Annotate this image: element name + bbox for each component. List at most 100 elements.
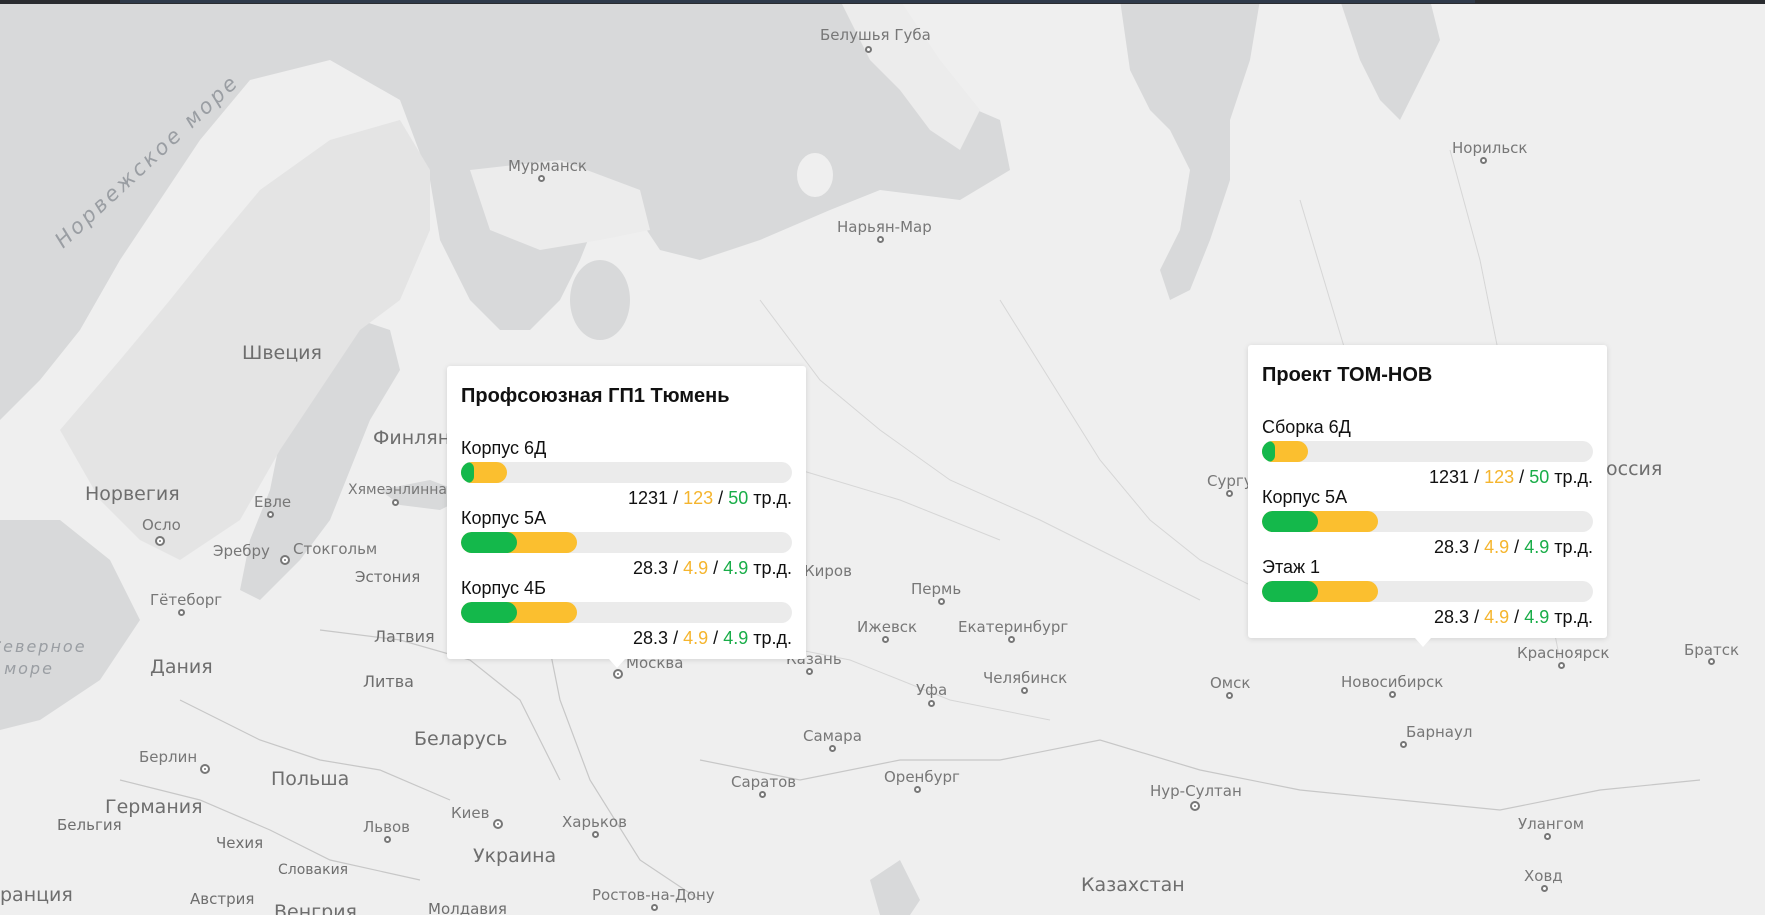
city-marker-lvov bbox=[384, 836, 391, 843]
value-sep: / bbox=[1519, 467, 1525, 487]
sea-label-north: Северное море bbox=[0, 636, 85, 680]
city-label-yevle: Евле bbox=[254, 493, 292, 511]
country-label-ukraine: Украина bbox=[473, 845, 557, 867]
value-sep: / bbox=[718, 488, 724, 508]
popup-title: Профсоюзная ГП1 Тюмень bbox=[461, 385, 730, 407]
value-unit: тр.д. bbox=[1554, 607, 1593, 627]
value-sep: / bbox=[713, 558, 719, 578]
city-marker-oslo bbox=[155, 536, 165, 546]
progress-bar bbox=[1262, 441, 1593, 462]
city-marker-yekaterinburg bbox=[1008, 636, 1015, 643]
city-label-kirov: Киров bbox=[804, 562, 852, 580]
city-marker-khovd bbox=[1541, 885, 1548, 892]
progress-row[interactable]: Корпус 5А 28.3 / 4.9 / 4.9 тр.д. bbox=[1262, 487, 1593, 557]
value-sep: / bbox=[1514, 607, 1520, 627]
popup-title: Проект ТОМ-НОВ bbox=[1262, 364, 1433, 386]
city-label-naryan-mar: Нарьян-Мар bbox=[837, 218, 932, 236]
city-marker-krasnoyarsk bbox=[1558, 662, 1565, 669]
country-label-sweden: Швеция bbox=[242, 342, 322, 364]
progress-bar-green-segment bbox=[1262, 581, 1319, 602]
value-green: 4.9 bbox=[723, 628, 749, 648]
project-popup-tyumen[interactable]: Профсоюзная ГП1 Тюмень Корпус 6Д 1231 / … bbox=[447, 366, 806, 659]
city-label-khovd: Ховд bbox=[1524, 867, 1563, 885]
city-marker-kazan bbox=[806, 668, 813, 675]
row-label: Сборка 6Д bbox=[1262, 417, 1351, 437]
value-total: 28.3 bbox=[1434, 607, 1470, 627]
country-label-finland: Финлянд bbox=[373, 427, 464, 449]
country-label-belarus: Беларусь bbox=[414, 728, 508, 750]
city-label-belushya-guba: Белушья Губа bbox=[820, 26, 931, 44]
progress-row[interactable]: Корпус 5А 28.3 / 4.9 / 4.9 тр.д. bbox=[461, 508, 792, 578]
value-yellow: 4.9 bbox=[683, 628, 709, 648]
value-green: 4.9 bbox=[1524, 607, 1550, 627]
city-marker-bratsk bbox=[1708, 658, 1715, 665]
city-label-oslo: Осло bbox=[142, 516, 181, 534]
row-values: 1231 / 123 / 50 тр.д. bbox=[1429, 467, 1593, 488]
city-label-goteborg: Гётеборг bbox=[150, 591, 223, 609]
city-label-kharkov: Харьков bbox=[562, 813, 627, 831]
city-label-novosibirsk: Новосибирск bbox=[1341, 673, 1444, 691]
country-label-denmark: Дания bbox=[150, 656, 213, 678]
row-values: 1231 / 123 / 50 тр.д. bbox=[628, 488, 792, 509]
value-yellow: 4.9 bbox=[683, 558, 709, 578]
value-sep: / bbox=[673, 488, 679, 508]
city-label-berlin: Берлин bbox=[139, 748, 198, 766]
value-sep: / bbox=[1474, 467, 1480, 487]
city-label-rostov: Ростов-на-Дону bbox=[592, 886, 715, 904]
row-label: Корпус 4Б bbox=[461, 578, 546, 598]
country-label-kazakhstan: Казахстан bbox=[1081, 874, 1185, 896]
city-label-orenburg: Оренбург bbox=[884, 768, 960, 786]
country-label-latvia: Латвия bbox=[374, 627, 435, 646]
city-marker-kiev bbox=[493, 819, 503, 829]
progress-bar-green-segment bbox=[1262, 441, 1276, 462]
value-green: 50 bbox=[1529, 467, 1550, 487]
city-marker-rostov bbox=[651, 904, 658, 911]
country-label-slovakia: Словакия bbox=[278, 862, 349, 878]
value-total: 28.3 bbox=[633, 628, 669, 648]
city-label-chelyabinsk: Челябинск bbox=[983, 669, 1068, 687]
country-label-austria: Австрия bbox=[190, 890, 255, 908]
country-label-russia: оссия bbox=[1606, 458, 1663, 480]
progress-bar-green-segment bbox=[461, 462, 475, 483]
city-marker-belushya-guba bbox=[865, 46, 872, 53]
value-total: 1231 bbox=[1429, 467, 1470, 487]
progress-bar bbox=[461, 532, 792, 553]
city-label-ulangom: Улангом bbox=[1518, 815, 1585, 833]
country-label-norway: Норвегия bbox=[85, 483, 180, 505]
value-sep: / bbox=[673, 628, 679, 648]
country-label-germany: Германия bbox=[105, 796, 203, 818]
city-marker-omsk bbox=[1226, 692, 1233, 699]
progress-row[interactable]: Корпус 6Д 1231 / 123 / 50 тр.д. bbox=[461, 438, 792, 508]
popup-pointer bbox=[1415, 638, 1431, 647]
city-label-yekaterinburg: Екатеринбург bbox=[958, 618, 1069, 636]
popup-pointer bbox=[609, 659, 625, 668]
city-label-norilsk: Норильск bbox=[1452, 139, 1528, 157]
city-marker-novosibirsk bbox=[1389, 691, 1396, 698]
city-marker-goteborg bbox=[178, 609, 185, 616]
city-marker-izhevsk bbox=[882, 636, 889, 643]
value-unit: тр.д. bbox=[753, 628, 792, 648]
city-marker-barnaul bbox=[1400, 741, 1407, 748]
value-green: 4.9 bbox=[1524, 537, 1550, 557]
value-total: 28.3 bbox=[633, 558, 669, 578]
value-green: 50 bbox=[728, 488, 749, 508]
value-sep: / bbox=[1474, 607, 1480, 627]
city-label-orebro: Эребру bbox=[213, 542, 270, 560]
value-unit: тр.д. bbox=[753, 488, 792, 508]
city-label-ufa: Уфа bbox=[916, 681, 948, 699]
country-label-estonia: Эстония bbox=[355, 568, 421, 586]
progress-bar bbox=[1262, 511, 1593, 532]
top-bar bbox=[0, 0, 1765, 4]
city-label-saratov: Саратов bbox=[731, 773, 797, 791]
value-unit: тр.д. bbox=[1554, 537, 1593, 557]
progress-row[interactable]: Корпус 4Б 28.3 / 4.9 / 4.9 тр.д. bbox=[461, 578, 792, 648]
progress-row[interactable]: Этаж 1 28.3 / 4.9 / 4.9 тр.д. bbox=[1262, 557, 1593, 627]
project-popup-tom-nov[interactable]: Проект ТОМ-НОВ Сборка 6Д 1231 / 123 / 50… bbox=[1248, 345, 1607, 638]
city-label-bratsk: Братск bbox=[1684, 641, 1740, 659]
city-label-hameenlinna: Хямеэнлинна bbox=[348, 482, 447, 498]
city-label-perm: Пермь bbox=[911, 580, 962, 598]
city-label-omsk: Омск bbox=[1210, 674, 1251, 692]
row-values: 28.3 / 4.9 / 4.9 тр.д. bbox=[1434, 537, 1593, 558]
progress-row[interactable]: Сборка 6Д 1231 / 123 / 50 тр.д. bbox=[1262, 417, 1593, 487]
